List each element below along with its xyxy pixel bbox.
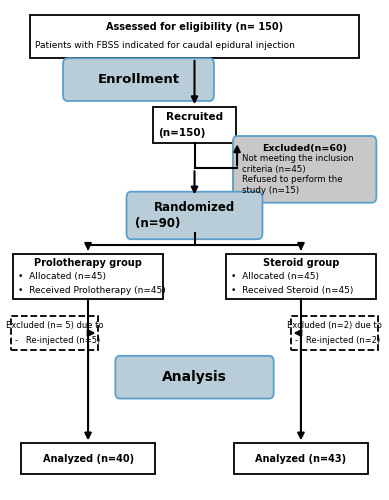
FancyBboxPatch shape: [126, 192, 263, 239]
FancyBboxPatch shape: [11, 316, 98, 350]
FancyBboxPatch shape: [234, 443, 368, 474]
Text: Excluded (n=2) due to: Excluded (n=2) due to: [287, 321, 382, 330]
FancyBboxPatch shape: [30, 15, 359, 58]
Text: (n=150): (n=150): [158, 128, 205, 138]
Text: Analyzed (n=40): Analyzed (n=40): [42, 454, 134, 464]
Text: criteria (n=45): criteria (n=45): [242, 165, 305, 174]
Text: -   Re-injected (n=5): - Re-injected (n=5): [15, 336, 100, 345]
FancyBboxPatch shape: [63, 58, 214, 101]
Text: study (n=15): study (n=15): [242, 186, 299, 194]
Text: Steroid group: Steroid group: [263, 258, 339, 268]
FancyBboxPatch shape: [13, 254, 163, 299]
FancyBboxPatch shape: [233, 136, 377, 202]
Text: Analysis: Analysis: [162, 370, 227, 384]
FancyBboxPatch shape: [115, 356, 274, 399]
FancyBboxPatch shape: [153, 107, 236, 143]
FancyBboxPatch shape: [226, 254, 376, 299]
Text: Refused to perform the: Refused to perform the: [242, 176, 343, 184]
FancyBboxPatch shape: [291, 316, 378, 350]
Text: (n=90): (n=90): [135, 217, 181, 230]
Text: •  Received Steroid (n=45): • Received Steroid (n=45): [231, 286, 353, 294]
Text: Randomized: Randomized: [154, 201, 235, 214]
Text: Excluded (n= 5) due to: Excluded (n= 5) due to: [6, 321, 103, 330]
Text: •  Allocated (n=45): • Allocated (n=45): [18, 272, 106, 281]
Text: Prolotherapy group: Prolotherapy group: [34, 258, 142, 268]
Text: Excluded(n=60): Excluded(n=60): [262, 144, 347, 153]
Text: Analyzed (n=43): Analyzed (n=43): [255, 454, 347, 464]
Text: •  Allocated (n=45): • Allocated (n=45): [231, 272, 319, 281]
Text: Recruited: Recruited: [166, 112, 223, 122]
Text: -   Re-injected (n=2): - Re-injected (n=2): [295, 336, 380, 345]
Text: Enrollment: Enrollment: [98, 73, 179, 86]
Text: Assessed for eligibility (n= 150): Assessed for eligibility (n= 150): [106, 22, 283, 32]
Text: Patients with FBSS indicated for caudal epidural injection: Patients with FBSS indicated for caudal …: [35, 42, 294, 50]
FancyBboxPatch shape: [21, 443, 155, 474]
Text: •  Received Prolotherapy (n=45): • Received Prolotherapy (n=45): [18, 286, 166, 294]
Text: Not meeting the inclusion: Not meeting the inclusion: [242, 154, 354, 164]
